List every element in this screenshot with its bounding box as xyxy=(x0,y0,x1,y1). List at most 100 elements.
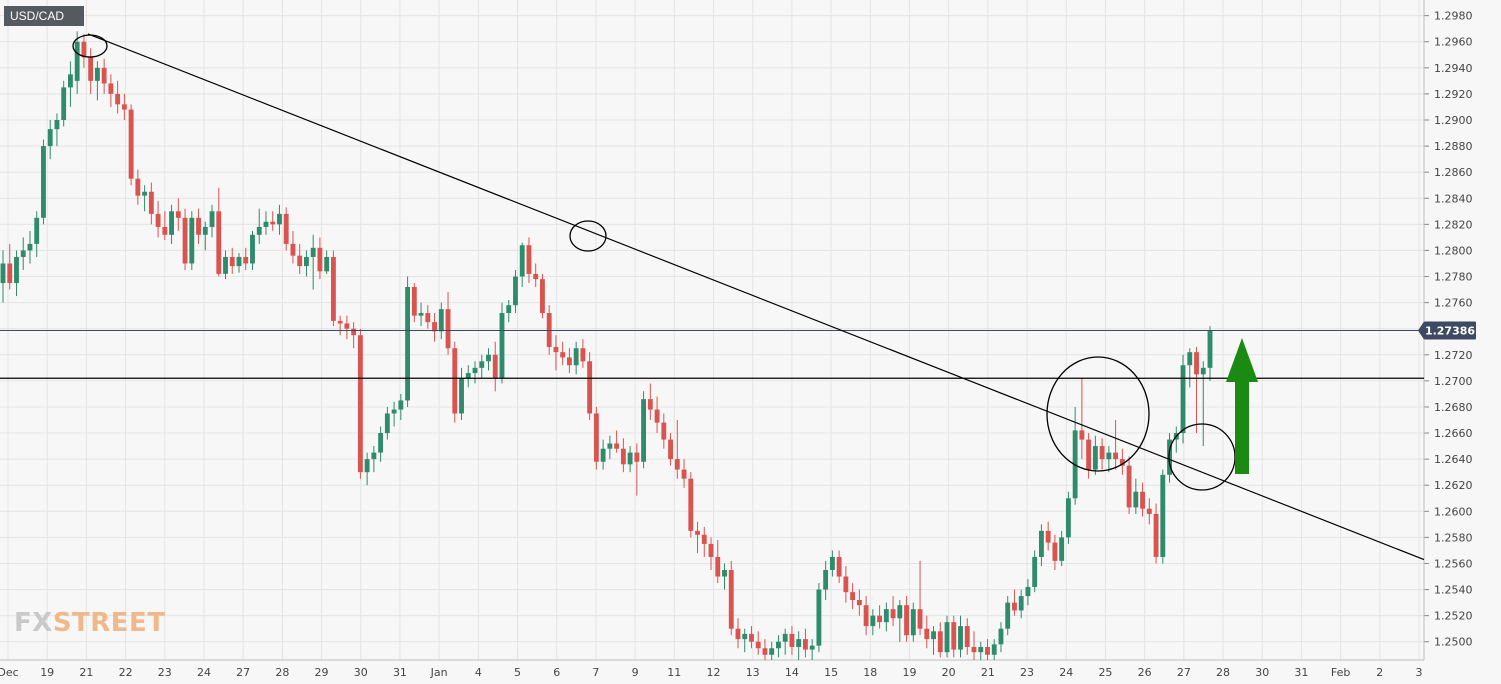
candle-body xyxy=(762,648,768,655)
candle-body xyxy=(1106,452,1112,460)
x-tick-label: 24 xyxy=(197,666,211,679)
candle-body xyxy=(722,570,727,577)
candle xyxy=(641,391,647,469)
x-tick-label: 2 xyxy=(1376,666,1383,679)
candle xyxy=(904,596,909,642)
x-tick-label: 31 xyxy=(1294,666,1308,679)
candle xyxy=(499,302,505,384)
candle xyxy=(465,365,471,388)
y-tick-label: 1.2600 xyxy=(1434,505,1473,518)
candle-body xyxy=(742,633,748,640)
candle xyxy=(566,348,572,374)
candle xyxy=(41,139,46,225)
candle xyxy=(985,639,990,660)
candle xyxy=(1119,448,1125,475)
candle-body xyxy=(196,217,201,235)
candle xyxy=(1045,521,1051,551)
candle-body xyxy=(917,609,923,629)
candle xyxy=(802,628,808,658)
candle xyxy=(142,185,148,212)
candle xyxy=(1038,524,1044,567)
candle xyxy=(1133,478,1139,514)
candle xyxy=(519,242,525,287)
candle-body xyxy=(519,245,525,277)
y-tick-label: 1.2640 xyxy=(1434,453,1473,466)
candle xyxy=(304,250,309,277)
candle xyxy=(1092,435,1098,475)
candle xyxy=(445,292,451,355)
x-tick-label: 27 xyxy=(1177,666,1191,679)
candle xyxy=(540,273,545,319)
x-tick-label: 24 xyxy=(1059,666,1073,679)
candles xyxy=(0,31,1213,660)
candle-body xyxy=(1045,530,1051,543)
candle-body xyxy=(378,433,384,453)
candle xyxy=(634,443,640,496)
candle-body xyxy=(796,639,802,647)
candle-body xyxy=(121,104,127,110)
candle-body xyxy=(897,605,903,619)
candle-body xyxy=(769,648,775,655)
current-price-badge: 1.27386 xyxy=(1418,321,1476,340)
x-tick-label: 19 xyxy=(40,666,54,679)
candle xyxy=(378,426,384,462)
candle xyxy=(971,631,977,660)
candle xyxy=(357,328,363,479)
candle-body xyxy=(88,57,94,81)
candle xyxy=(61,80,67,127)
candle xyxy=(958,615,963,658)
candle xyxy=(425,305,431,329)
candle xyxy=(452,341,458,423)
candle-body xyxy=(607,443,613,449)
candle xyxy=(209,204,215,238)
y-tick-label: 1.2720 xyxy=(1434,349,1473,362)
candle xyxy=(782,628,788,655)
candle xyxy=(722,563,727,590)
symbol-badge: USD/CAD xyxy=(4,6,84,26)
candle xyxy=(1099,438,1105,470)
candle-body xyxy=(135,178,141,196)
candle xyxy=(674,420,680,479)
candle-body xyxy=(384,413,390,434)
candle xyxy=(250,230,255,270)
y-tick-label: 1.2560 xyxy=(1434,557,1473,570)
candle-body xyxy=(465,373,471,379)
candle xyxy=(283,207,289,251)
candle-body xyxy=(115,93,121,105)
candle-body xyxy=(695,530,700,535)
candle-body xyxy=(209,211,215,227)
x-axis-labels: Dec 19 21 22 23 24 27 28 29 30 31 Jan 4 5 6 7 9 11 12 13 14 1… xyxy=(0,666,1423,679)
y-tick-label: 1.2880 xyxy=(1434,140,1473,153)
candle-body xyxy=(330,256,336,321)
x-tick-label: 13 xyxy=(746,666,760,679)
candle xyxy=(668,433,673,466)
candle xyxy=(1079,378,1085,460)
candle xyxy=(695,521,700,554)
x-tick-label: 15 xyxy=(824,666,838,679)
candle xyxy=(391,401,397,427)
candle xyxy=(742,628,748,653)
candle-body xyxy=(223,256,228,274)
candle-body xyxy=(1187,352,1193,366)
candle-body xyxy=(351,328,357,336)
candle-body xyxy=(175,211,181,218)
candle xyxy=(229,247,235,274)
candle xyxy=(816,583,822,653)
candle xyxy=(620,438,626,473)
candle-body xyxy=(1092,446,1098,470)
x-tick-label: 25 xyxy=(1098,666,1112,679)
candle-body xyxy=(526,245,532,274)
x-tick-label: 4 xyxy=(475,666,482,679)
candle-body xyxy=(1140,491,1145,509)
candle-body xyxy=(1052,542,1058,561)
candle xyxy=(897,600,903,642)
candle-body xyxy=(256,226,262,235)
candle-body xyxy=(1079,430,1085,440)
circle-dec-high xyxy=(72,34,108,58)
candle xyxy=(384,406,390,440)
candle-body xyxy=(263,221,269,227)
candle-body xyxy=(1133,491,1139,508)
logo-street: STREET xyxy=(52,608,166,638)
candle-body xyxy=(627,452,633,465)
candle xyxy=(479,354,485,379)
